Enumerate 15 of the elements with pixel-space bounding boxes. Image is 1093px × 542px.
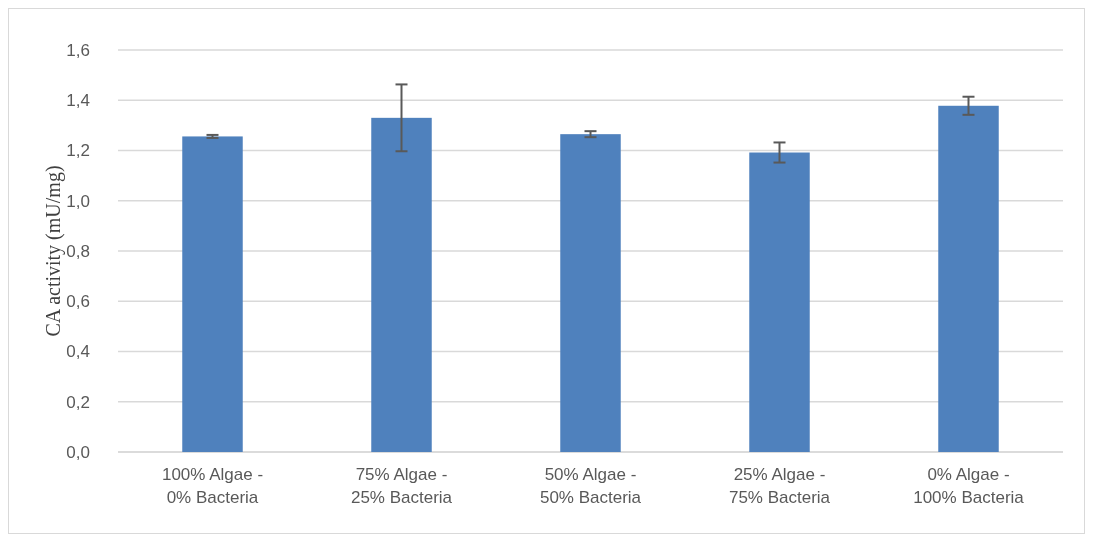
- x-tick-label: 75% Algae - 25% Bacteria: [350, 465, 453, 507]
- y-tick-label: 0,8: [66, 241, 90, 261]
- y-axis-title: CA activity (mU/mg): [42, 165, 65, 337]
- y-tick-label: 1,0: [66, 191, 90, 211]
- y-tick-label: 0,0: [66, 442, 90, 462]
- x-tick-label: 0% Algae - 100% Bacteria: [913, 465, 1025, 507]
- y-tick-label: 1,4: [66, 91, 90, 111]
- y-tick-label: 1,6: [66, 40, 90, 60]
- x-tick-label: 50% Algae - 50% Bacteria: [539, 465, 642, 507]
- x-tick-label: 25% Algae - 75% Bacteria: [728, 465, 831, 507]
- y-tick-label: 1,2: [66, 141, 90, 161]
- y-tick-label: 0,6: [66, 292, 90, 312]
- y-tick-label: 0,2: [66, 392, 90, 412]
- x-tick-label: 100% Algae - 0% Bacteria: [161, 465, 264, 507]
- y-tick-label: 0,4: [66, 342, 90, 362]
